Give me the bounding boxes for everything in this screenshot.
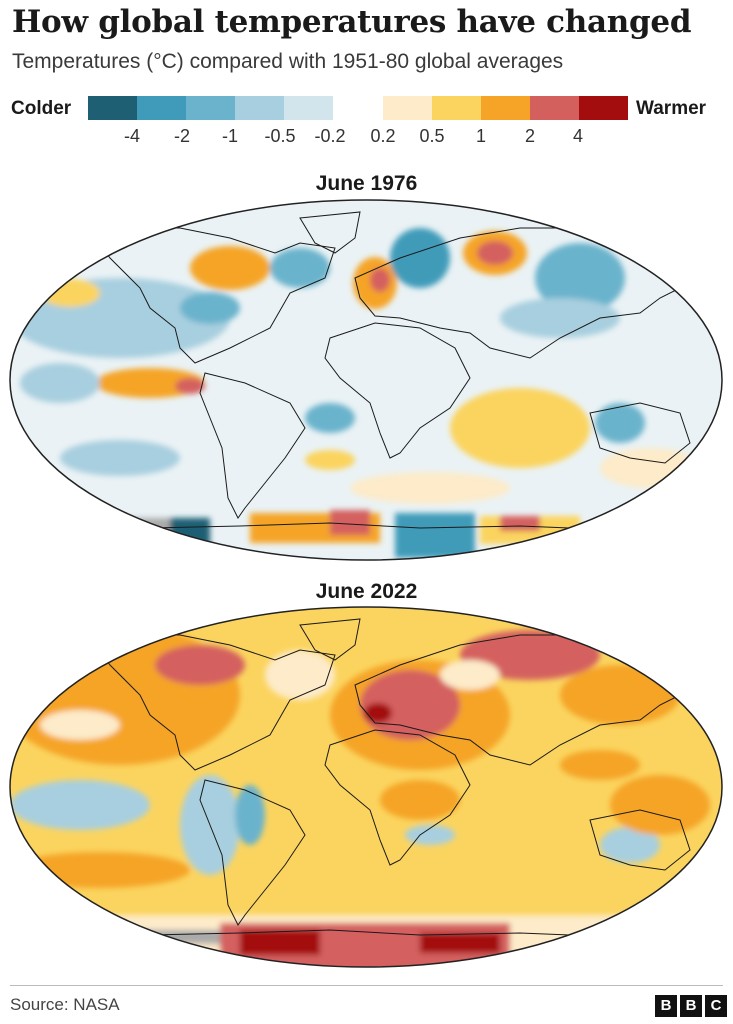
legend-tick: 0.5 xyxy=(419,126,445,146)
legend-tick: 4 xyxy=(572,126,584,146)
legend-tick: 1 xyxy=(475,126,487,146)
map-title-2022: June 2022 xyxy=(315,580,418,603)
legend-tick: -1 xyxy=(221,126,239,146)
legend-swatch-cold xyxy=(235,96,284,120)
color-legend: Colder Warmer -4 -2 -1 -0.5 -0.2 0.2 0.5… xyxy=(0,96,733,156)
legend-tick: 0.2 xyxy=(370,126,396,146)
legend-swatch-warm xyxy=(432,96,481,120)
legend-tick: -0.5 xyxy=(264,126,296,146)
anomaly-field xyxy=(10,200,722,560)
legend-colder-label: Colder xyxy=(11,98,72,119)
legend-swatch-warm xyxy=(579,96,628,120)
legend-swatch-warm xyxy=(383,96,432,120)
legend-swatch-cold xyxy=(137,96,186,120)
map-title-1976: June 1976 xyxy=(315,172,418,195)
legend-tick: -4 xyxy=(123,126,141,146)
legend-swatch-cold xyxy=(186,96,235,120)
chart-subtitle: Temperatures (°C) compared with 1951-80 … xyxy=(12,50,564,73)
legend-swatch-cold xyxy=(88,96,137,120)
source-note: Source: NASA xyxy=(10,995,120,1014)
legend-warmer-label: Warmer xyxy=(636,98,707,119)
bbc-logo-block: B xyxy=(655,995,677,1017)
world-anomaly-map-2022 xyxy=(9,606,723,968)
bbc-logo-block: B xyxy=(680,995,702,1017)
legend-tick: -2 xyxy=(173,126,191,146)
anomaly-field xyxy=(10,607,722,967)
footer-divider xyxy=(10,985,723,986)
legend-swatch-cold xyxy=(284,96,333,120)
legend-tick: -0.2 xyxy=(314,126,346,146)
map-outline xyxy=(9,199,723,561)
world-anomaly-map-1976 xyxy=(9,199,723,561)
legend-tick: 2 xyxy=(524,126,536,146)
bbc-logo-block: C xyxy=(705,995,727,1017)
legend-swatch-warm xyxy=(530,96,579,120)
chart-title: How global temperatures have changed xyxy=(12,4,692,40)
map-outline xyxy=(9,606,723,968)
legend-swatch-warm xyxy=(481,96,530,120)
